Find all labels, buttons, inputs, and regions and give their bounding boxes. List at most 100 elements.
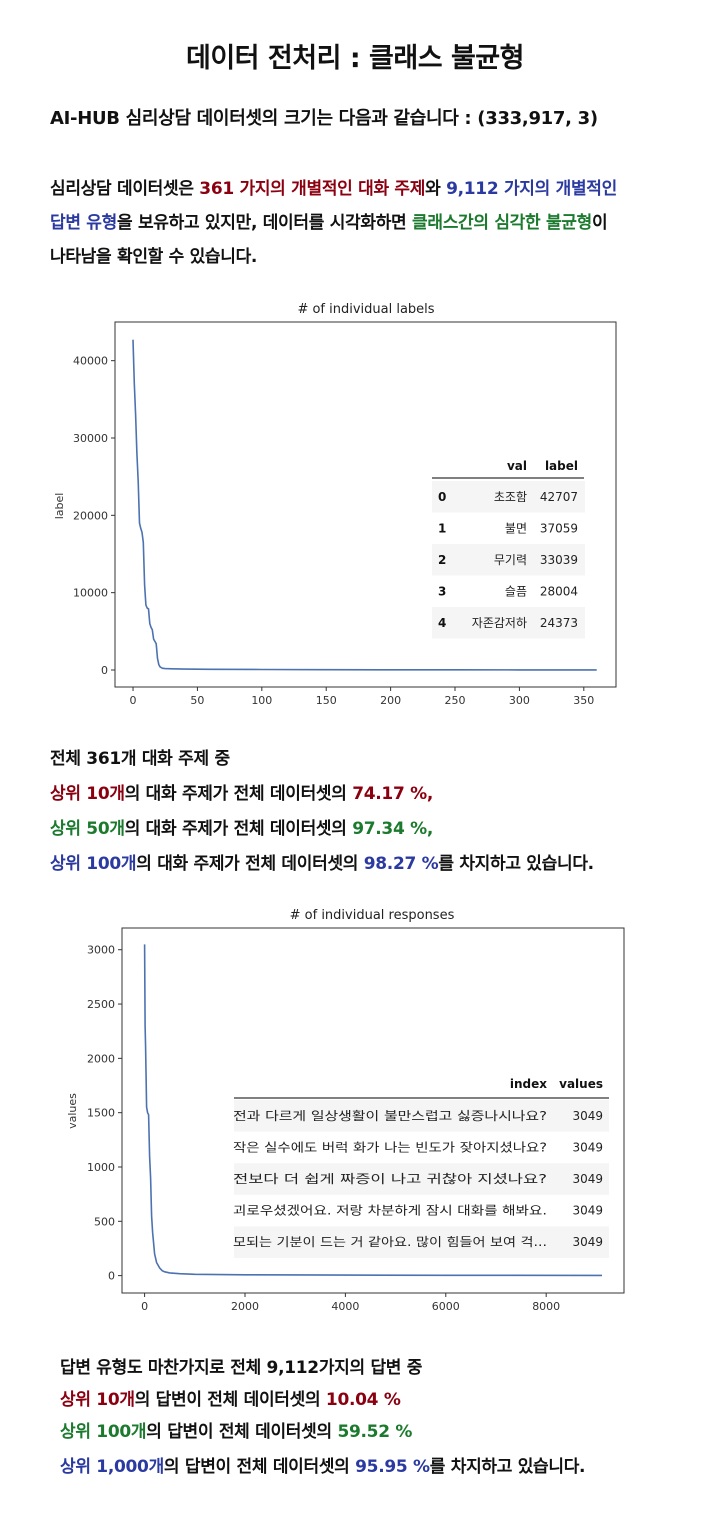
y-tick-label: 0: [108, 1270, 115, 1283]
table-cell-label: 33039: [540, 553, 578, 567]
stats2-row-2: 상위 100개의 답변이 전체 데이터셋의 59.52 %: [60, 1417, 412, 1442]
table-header: val: [507, 459, 527, 473]
table-cell-val: 자존감저하: [472, 616, 527, 630]
table-cell-index: 모되는 기분이 드는 거 같아요. 많이 힘들어 보여 걱...: [233, 1235, 547, 1249]
dataset-size-text: AI-HUB 심리상담 데이터셋의 크기는 다음과 같습니다 : (333,91…: [50, 108, 598, 129]
top-labels-table: val label 0 초조함 42707 1 불면 37059 2 무기력 33039 3 슬픔 2…: [432, 459, 585, 639]
desc-text: 을 보유하고 있지만, 데이터를 시각화하면: [116, 213, 413, 233]
table-cell-val: 무기력: [494, 553, 527, 567]
stats-top-n: 상위 10개: [60, 1390, 135, 1410]
table-index: 1: [438, 521, 446, 535]
stats1-row-1: 상위 10개의 대화 주제가 전체 데이터셋의 74.17 %,: [50, 779, 433, 804]
table-cell-values: 3049: [572, 1204, 603, 1218]
y-tick-label: 0: [101, 664, 108, 677]
chart-title: # of individual responses: [290, 908, 455, 923]
table-cell-values: 3049: [572, 1140, 603, 1154]
table-cell-index: 작은 실수에도 버럭 화가 나는 빈도가 잦아지셨나요?: [233, 1140, 547, 1154]
table-row: [234, 1163, 609, 1195]
table-row: [432, 607, 585, 639]
table-cell-values: 3049: [572, 1172, 603, 1186]
stats-text: 의 답변이 전체 데이터셋의: [134, 1390, 326, 1410]
x-tick-label: 200: [380, 694, 401, 707]
y-tick-label: 20000: [73, 509, 108, 522]
page-title: 데이터 전처리 : 클래스 불균형: [186, 43, 524, 74]
stats-text: 의 대화 주제가 전체 데이터셋의: [124, 784, 353, 804]
stats-percent: 74.17 %,: [352, 784, 434, 804]
table-cell-index: 전보다 더 쉽게 짜증이 나고 귀찮아 지셨나요?: [233, 1172, 547, 1186]
stats-top-n: 상위 10개: [50, 784, 125, 804]
y-tick-label: 1000: [87, 1161, 115, 1174]
x-tick-label: 300: [509, 694, 530, 707]
table-index: 4: [438, 616, 446, 630]
table-cell-values: 3049: [572, 1109, 603, 1123]
y-axis-label: label: [53, 493, 66, 520]
table-cell-values: 3049: [572, 1235, 603, 1249]
stats-text: 의 대화 주제가 전체 데이터셋의: [136, 854, 364, 874]
y-tick-label: 3000: [87, 944, 115, 957]
x-tick-label: 8000: [532, 1300, 560, 1313]
series-line: [132, 339, 597, 671]
stats1-row-3: 상위 100개의 대화 주제가 전체 데이터셋의 98.27 %를 차지하고 있…: [50, 849, 594, 874]
stats2-row-3: 상위 1,000개의 답변이 전체 데이터셋의 95.95 %를 차지하고 있습…: [60, 1452, 586, 1477]
stats-percent: 97.34 %,: [352, 819, 434, 839]
table-row: [432, 481, 585, 513]
labels-chart: # of individual labels label 0 50 100 150 20…: [53, 302, 617, 707]
table-cell-val: 초조함: [494, 490, 527, 504]
top-responses-table: index values 전과 다르게 일상생활이 불만스럽고 싫증나시나요? 3…: [233, 1077, 609, 1258]
description-line-1: 심리상담 데이터셋은 361 가지의 개별적인 대화 주제와 9,112 가지의…: [50, 174, 617, 199]
x-tick-label: 250: [445, 694, 466, 707]
table-cell-label: 37059: [540, 521, 578, 535]
stats-percent: 98.27 %: [363, 854, 439, 874]
y-tick-label: 500: [94, 1215, 115, 1228]
stats-top-n: 상위 100개: [60, 1422, 147, 1442]
y-tick-label: 10000: [73, 587, 108, 600]
table-header: values: [559, 1077, 603, 1091]
y-tick-label: 2000: [87, 1052, 115, 1065]
table-row: [234, 1100, 609, 1132]
stats-top-n: 상위 1,000개: [60, 1457, 164, 1477]
desc-text: 와: [425, 179, 447, 199]
stats-text: 를 차지하고 있습니다.: [438, 854, 594, 874]
table-cell-index: 괴로우셨겠어요. 저랑 차분하게 잠시 대화를 해봐요.: [233, 1204, 547, 1218]
description-line-2: 답변 유형을 보유하고 있지만, 데이터를 시각화하면 클래스간의 심각한 불균…: [50, 208, 608, 233]
x-tick-label: 2000: [231, 1300, 259, 1313]
table-index: 2: [438, 553, 446, 567]
stats-text: 의 답변이 전체 데이터셋의: [163, 1457, 356, 1477]
table-cell-label: 28004: [540, 584, 578, 598]
stats-top-n: 상위 50개: [50, 819, 125, 839]
x-tick-label: 150: [316, 694, 337, 707]
description-line-3: 나타남을 확인할 수 있습니다.: [50, 247, 258, 267]
stats-percent: 95.95 %: [355, 1457, 430, 1477]
stats-top-n: 상위 100개: [50, 854, 137, 874]
table-index: 3: [438, 584, 446, 598]
table-index: 0: [438, 490, 446, 504]
x-tick-label: 4000: [331, 1300, 359, 1313]
series-line: [143, 944, 603, 1277]
table-header: index: [510, 1077, 547, 1091]
plot-frame: [121, 927, 625, 1294]
x-tick-label: 50: [190, 694, 204, 707]
desc-imbalance: 클래스간의 심각한 불균형: [412, 213, 592, 233]
table-cell-val: 불면: [505, 521, 527, 535]
x-tick-label: 0: [130, 694, 137, 707]
desc-response-count: 9,112 가지의 개별적인: [446, 179, 617, 199]
x-tick-label: 6000: [432, 1300, 460, 1313]
stats1-head: 전체 361개 대화 주제 중: [50, 749, 230, 769]
chart-title: # of individual labels: [297, 302, 434, 317]
stats2-head: 답변 유형도 마찬가지로 전체 9,112가지의 답변 중: [60, 1358, 423, 1378]
x-tick-label: 0: [141, 1300, 148, 1313]
y-tick-label: 1500: [87, 1107, 115, 1120]
stats-percent: 59.52 %: [337, 1422, 413, 1442]
y-tick-label: 30000: [73, 432, 108, 445]
table-cell-index: 전과 다르게 일상생활이 불만스럽고 싫증나시나요?: [233, 1109, 547, 1123]
table-cell-label: 42707: [540, 490, 578, 504]
stats-text: 의 답변이 전체 데이터셋의: [146, 1422, 338, 1442]
desc-text: 심리상담 데이터셋은: [50, 179, 200, 199]
table-row: [432, 544, 585, 576]
y-tick-label: 40000: [73, 355, 108, 368]
table-cell-label: 24373: [540, 616, 578, 630]
x-tick-label: 350: [573, 694, 594, 707]
y-tick-label: 2500: [87, 998, 115, 1011]
desc-topic-count: 361 가지의 개별적인 대화 주제: [199, 179, 426, 199]
x-tick-label: 100: [251, 694, 272, 707]
